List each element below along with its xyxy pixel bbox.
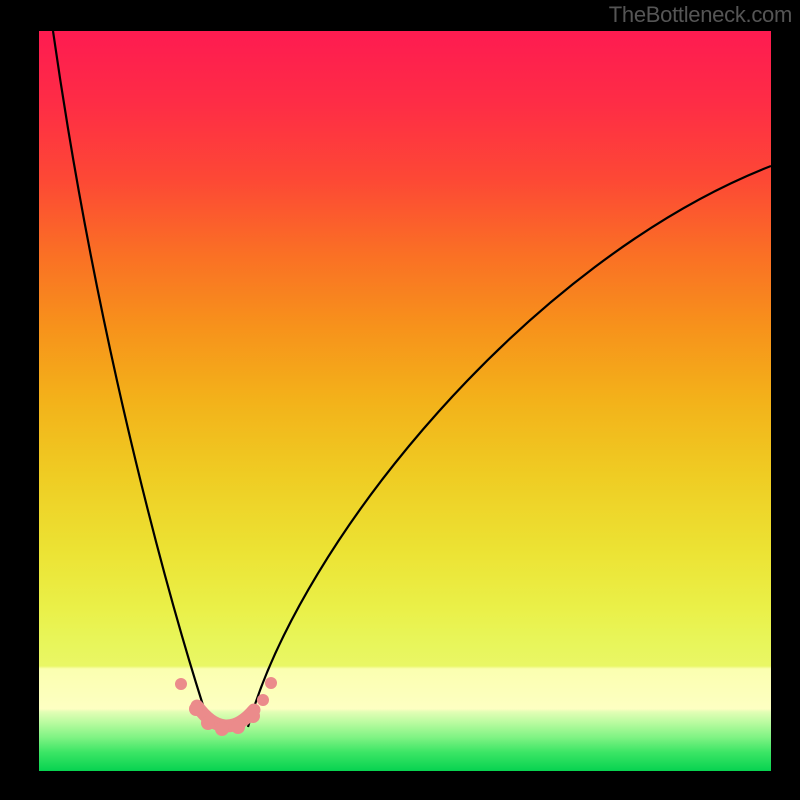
optimal-dot xyxy=(265,677,277,689)
watermark-text: TheBottleneck.com xyxy=(609,2,792,28)
optimal-dot xyxy=(201,716,215,730)
optimal-dot xyxy=(215,722,229,736)
gradient-background xyxy=(39,31,771,771)
optimal-dot xyxy=(231,720,245,734)
chart-stage: TheBottleneck.com xyxy=(0,0,800,800)
optimal-dot xyxy=(175,678,187,690)
optimal-dot xyxy=(189,702,203,716)
plot-area xyxy=(39,31,771,771)
optimal-dot xyxy=(257,694,269,706)
optimal-dot xyxy=(246,709,260,723)
bottleneck-chart xyxy=(0,0,800,800)
